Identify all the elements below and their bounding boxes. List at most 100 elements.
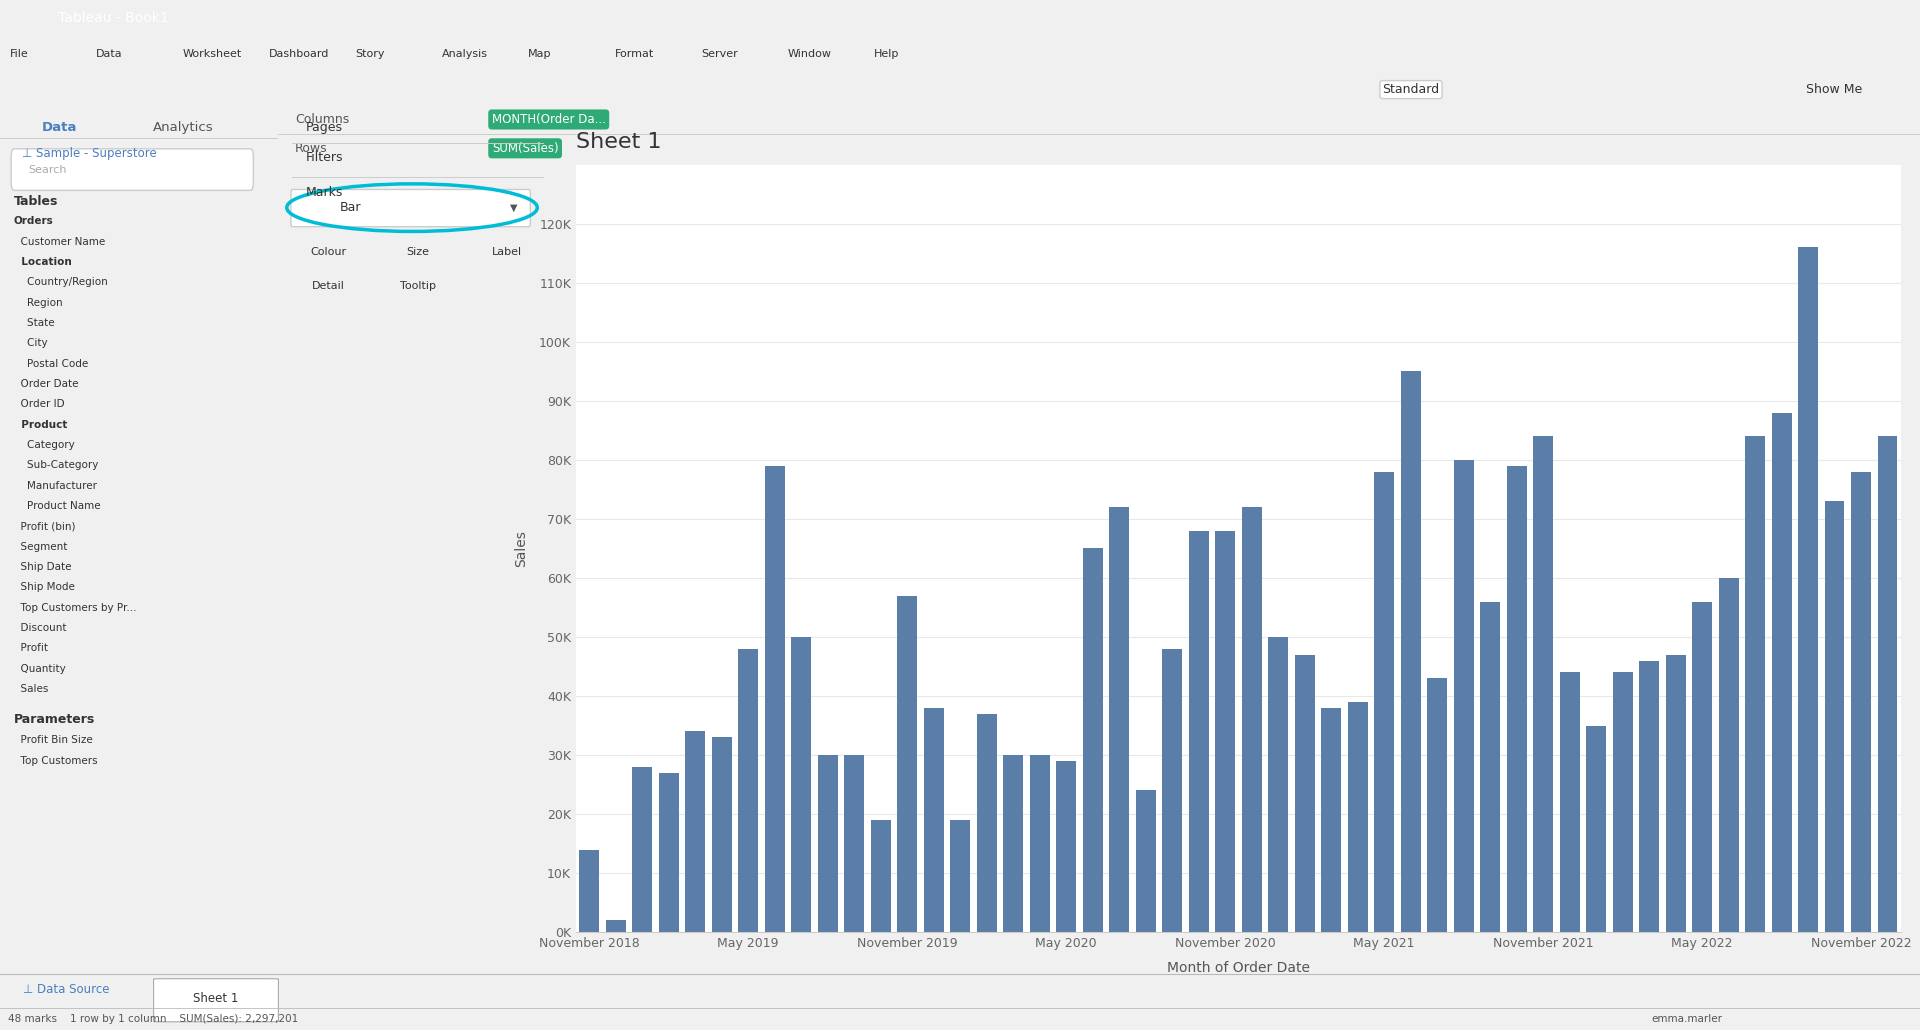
Bar bbox=[1427, 679, 1448, 932]
Text: Show Me: Show Me bbox=[1807, 83, 1862, 96]
Text: Country/Region: Country/Region bbox=[13, 277, 108, 287]
Bar bbox=[1453, 460, 1473, 932]
Bar bbox=[580, 850, 599, 932]
Bar bbox=[1559, 673, 1580, 932]
Bar bbox=[685, 731, 705, 932]
Bar bbox=[1799, 247, 1818, 932]
Text: Sub-Category: Sub-Category bbox=[13, 460, 98, 471]
Bar bbox=[791, 637, 810, 932]
Text: Top Customers: Top Customers bbox=[13, 756, 98, 766]
Text: ▼: ▼ bbox=[509, 203, 516, 212]
Text: Data: Data bbox=[96, 49, 123, 59]
FancyBboxPatch shape bbox=[12, 148, 253, 191]
Bar bbox=[977, 714, 996, 932]
Bar bbox=[1162, 649, 1183, 932]
Bar bbox=[1004, 755, 1023, 932]
Bar bbox=[1083, 548, 1102, 932]
Text: Marks: Marks bbox=[305, 186, 344, 199]
Bar bbox=[1613, 673, 1632, 932]
Text: Bar: Bar bbox=[340, 201, 361, 214]
Text: Ship Date: Ship Date bbox=[13, 562, 71, 572]
Text: Ship Mode: Ship Mode bbox=[13, 582, 75, 592]
Text: Quantity: Quantity bbox=[13, 663, 65, 674]
Text: Order Date: Order Date bbox=[13, 379, 79, 389]
Text: Map: Map bbox=[528, 49, 551, 59]
X-axis label: Month of Order Date: Month of Order Date bbox=[1167, 961, 1309, 975]
Text: SUM(Sales): SUM(Sales) bbox=[492, 142, 559, 154]
Bar bbox=[1348, 702, 1367, 932]
Bar bbox=[1640, 660, 1659, 932]
FancyBboxPatch shape bbox=[292, 190, 530, 227]
Text: ⊥ Sample - Superstore: ⊥ Sample - Superstore bbox=[23, 147, 157, 160]
Text: Help: Help bbox=[874, 49, 899, 59]
Bar bbox=[739, 649, 758, 932]
Bar bbox=[1534, 437, 1553, 932]
Text: Discount: Discount bbox=[13, 623, 67, 633]
Bar bbox=[1215, 530, 1235, 932]
Bar bbox=[1745, 437, 1764, 932]
Text: Search: Search bbox=[27, 165, 67, 174]
Text: Profit (bin): Profit (bin) bbox=[13, 521, 75, 531]
Text: Size: Size bbox=[407, 246, 428, 256]
Bar bbox=[1294, 655, 1315, 932]
Bar bbox=[607, 921, 626, 932]
Bar bbox=[1824, 502, 1845, 932]
Text: Product Name: Product Name bbox=[13, 501, 100, 511]
Text: Standard: Standard bbox=[1382, 83, 1440, 96]
Text: Tooltip: Tooltip bbox=[399, 281, 436, 291]
Bar bbox=[1586, 725, 1605, 932]
Bar bbox=[712, 737, 732, 932]
Bar bbox=[1056, 761, 1075, 932]
Bar bbox=[872, 820, 891, 932]
Text: Tableau - Book1: Tableau - Book1 bbox=[58, 11, 169, 25]
Text: Analytics: Analytics bbox=[154, 122, 213, 134]
Text: Location: Location bbox=[13, 256, 71, 267]
Bar bbox=[1188, 530, 1208, 932]
Text: Region: Region bbox=[13, 298, 63, 308]
Y-axis label: Sales: Sales bbox=[515, 530, 528, 567]
Text: Sheet 1: Sheet 1 bbox=[194, 992, 238, 1005]
Bar bbox=[1110, 507, 1129, 932]
Bar bbox=[764, 466, 785, 932]
Bar bbox=[1375, 472, 1394, 932]
Text: Sheet 1: Sheet 1 bbox=[576, 132, 662, 152]
Text: 48 marks    1 row by 1 column    SUM(Sales): 2,297,201: 48 marks 1 row by 1 column SUM(Sales): 2… bbox=[8, 1014, 298, 1024]
Text: Sales: Sales bbox=[13, 684, 48, 694]
Text: MONTH(Order Da...: MONTH(Order Da... bbox=[492, 113, 605, 126]
Text: Postal Code: Postal Code bbox=[13, 358, 88, 369]
Text: Profit Bin Size: Profit Bin Size bbox=[13, 734, 92, 745]
Text: Filters: Filters bbox=[305, 151, 344, 165]
Text: Detail: Detail bbox=[313, 281, 346, 291]
Bar bbox=[1137, 790, 1156, 932]
Bar bbox=[1029, 755, 1050, 932]
Bar bbox=[1269, 637, 1288, 932]
Bar bbox=[1718, 578, 1738, 932]
Text: Manufacturer: Manufacturer bbox=[13, 481, 96, 490]
Bar bbox=[818, 755, 837, 932]
Text: Tables: Tables bbox=[13, 195, 58, 208]
Text: Colour: Colour bbox=[311, 246, 348, 256]
Bar bbox=[1851, 472, 1870, 932]
Text: Profit: Profit bbox=[13, 644, 48, 653]
Text: State: State bbox=[13, 318, 54, 328]
Text: Product: Product bbox=[13, 419, 67, 430]
Bar bbox=[845, 755, 864, 932]
Text: Orders: Orders bbox=[13, 216, 54, 227]
Bar bbox=[1480, 602, 1500, 932]
Bar bbox=[1772, 413, 1791, 932]
Bar bbox=[1321, 708, 1340, 932]
Bar bbox=[632, 767, 653, 932]
Text: Window: Window bbox=[787, 49, 831, 59]
Bar bbox=[1402, 372, 1421, 932]
Text: Rows: Rows bbox=[296, 142, 328, 154]
Bar bbox=[1242, 507, 1261, 932]
Text: City: City bbox=[13, 338, 48, 348]
Text: Data: Data bbox=[42, 122, 77, 134]
Text: Worksheet: Worksheet bbox=[182, 49, 242, 59]
Text: Category: Category bbox=[13, 440, 75, 450]
Text: Customer Name: Customer Name bbox=[13, 237, 106, 246]
Bar bbox=[1667, 655, 1686, 932]
Bar bbox=[897, 595, 918, 932]
Text: Server: Server bbox=[701, 49, 737, 59]
Text: Columns: Columns bbox=[296, 113, 349, 126]
